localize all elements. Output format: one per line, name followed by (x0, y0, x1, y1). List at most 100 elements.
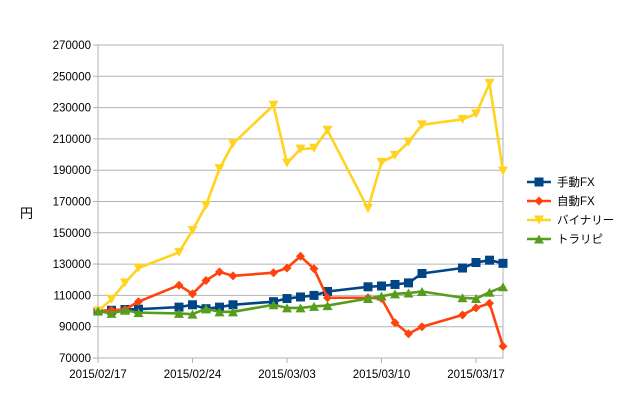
data-point (322, 301, 333, 311)
data-point (188, 300, 197, 310)
data-point (120, 278, 130, 288)
data-point (296, 292, 305, 302)
data-point (390, 318, 400, 328)
data-point (228, 300, 238, 310)
data-point (174, 302, 184, 312)
data-point (484, 287, 495, 297)
legend-item: バイナリー (527, 214, 614, 227)
data-point (296, 251, 305, 261)
data-point (133, 308, 144, 318)
y-tick-label: 190000 (53, 165, 91, 177)
data-point (106, 294, 117, 304)
data-point (201, 276, 211, 286)
data-point (323, 293, 332, 303)
data-point (458, 263, 467, 273)
data-point (498, 341, 508, 351)
y-tick-label: 110000 (53, 290, 91, 302)
data-point (309, 143, 319, 153)
x-tick-label: 2015/02/24 (164, 369, 222, 381)
data-point (214, 307, 225, 317)
data-point (93, 306, 103, 316)
data-point (417, 268, 427, 278)
data-point (471, 294, 481, 304)
data-point (498, 166, 508, 176)
data-point (282, 263, 292, 273)
data-point (106, 308, 117, 318)
legend-item: トラリピ (527, 233, 603, 246)
series-3 (93, 78, 508, 316)
data-point (295, 144, 306, 154)
data-point (269, 268, 278, 278)
legend-label: 自動FX (557, 194, 595, 208)
data-point (323, 286, 332, 296)
data-point (376, 291, 387, 301)
legend-label: バイナリー (557, 214, 614, 227)
data-point (485, 255, 494, 265)
data-point (295, 303, 306, 313)
data-point (403, 288, 414, 298)
data-point (188, 289, 197, 299)
data-point (471, 303, 481, 313)
legend-label: 手動FX (557, 175, 595, 189)
data-point (228, 139, 238, 149)
data-point (187, 309, 198, 319)
legend-marker (534, 196, 544, 206)
y-tick-label: 90000 (59, 322, 91, 334)
data-point (201, 304, 211, 314)
data-point (390, 279, 400, 289)
data-point (404, 329, 413, 339)
data-point (201, 200, 211, 210)
data-point (309, 290, 319, 300)
legend-marker (534, 234, 544, 244)
data-point (268, 100, 279, 110)
data-series (93, 78, 508, 351)
data-point (174, 247, 184, 257)
data-point (309, 301, 319, 311)
data-point (377, 281, 386, 291)
data-point (457, 293, 468, 303)
data-point (134, 297, 143, 307)
y-tick-label: 170000 (53, 197, 91, 209)
y-tick-label: 230000 (53, 103, 91, 115)
data-point (187, 225, 198, 235)
legend-label: トラリピ (557, 233, 603, 246)
x-tick-label: 2015/02/17 (69, 369, 127, 381)
x-axis-tick-labels: 2015/02/17 2015/02/24 2015/03/03 2015/03/10… (69, 358, 505, 381)
data-point (376, 157, 387, 167)
data-point (363, 294, 373, 304)
data-point (120, 305, 130, 315)
data-point (390, 289, 400, 299)
data-point (457, 114, 468, 124)
data-point (404, 278, 413, 288)
data-point (484, 78, 495, 88)
x-tick-label: 2015/03/17 (447, 369, 505, 381)
data-point (485, 298, 494, 308)
y-tick-label: 130000 (53, 259, 91, 271)
plot-border (97, 44, 504, 359)
data-point (174, 280, 184, 290)
legend-item: 手動FX (527, 175, 595, 189)
data-point (471, 258, 481, 268)
y-tick-label: 70000 (59, 353, 91, 365)
series-line (97, 82, 505, 313)
legend-item: 自動FX (527, 194, 595, 208)
data-point (309, 264, 319, 274)
data-point (458, 310, 467, 320)
y-tick-label: 210000 (53, 134, 91, 146)
data-point (417, 322, 427, 332)
data-point (133, 263, 144, 273)
legend-marker (534, 177, 544, 187)
y-axis-tick-labels: 70000 90000 110000 130000 150000 170000 190000… (53, 40, 91, 365)
y-tick-label: 250000 (53, 71, 91, 83)
data-point (215, 267, 224, 277)
y-tick-label: 270000 (53, 40, 91, 52)
series-4 (93, 282, 508, 319)
data-point (363, 204, 373, 214)
data-point (390, 150, 400, 160)
data-point (174, 308, 184, 318)
data-point (403, 137, 414, 147)
data-point (282, 294, 292, 304)
data-point (417, 286, 427, 296)
data-point (282, 158, 292, 168)
